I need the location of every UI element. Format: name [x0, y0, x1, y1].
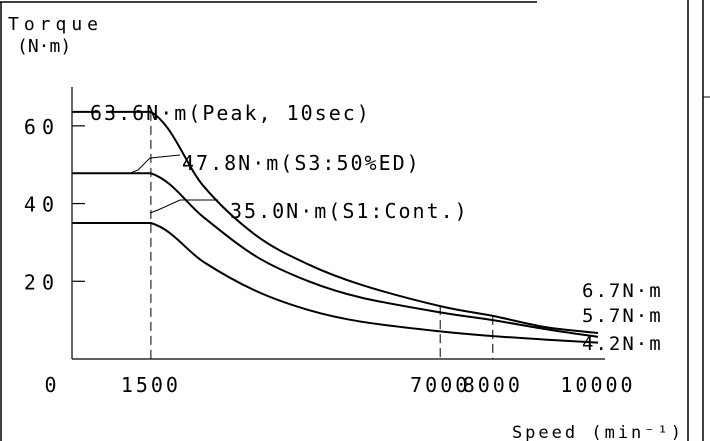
- x-tick-label-2: 7000: [410, 373, 470, 397]
- series-line-0: [72, 110, 599, 334]
- y-tick-label-2: 60: [24, 115, 60, 139]
- y-tick-label-1: 40: [24, 193, 60, 217]
- series-label-2: 35.0N·m(S1:Cont.): [230, 199, 469, 223]
- x-tick-label-4: 10000: [560, 373, 635, 397]
- series-label-0: 63.6N·m(Peak, 10sec): [90, 101, 371, 125]
- end-value-label-1: 5.7N·m: [582, 305, 663, 327]
- series-line-1: [72, 172, 599, 338]
- x-tick-label-3: 8000: [463, 373, 523, 397]
- y-axis-label-line1: Torque: [8, 14, 103, 35]
- x-axis-label: Speed (min⁻¹): [512, 423, 684, 441]
- series-leader-2: [149, 199, 218, 214]
- x-tick-label-1: 1500: [121, 373, 181, 397]
- end-value-label-2: 4.2N·m: [582, 333, 663, 355]
- x-tick-label-0: 0: [44, 373, 59, 397]
- y-tick-label-0: 20: [24, 270, 60, 294]
- y-axis-label-line2: (N·m): [17, 36, 71, 57]
- series-label-1: 47.8N·m(S3:50%ED): [182, 151, 421, 175]
- series-line-2: [72, 222, 599, 344]
- series-leader-1: [129, 154, 181, 174]
- end-value-label-0: 6.7N·m: [582, 280, 663, 302]
